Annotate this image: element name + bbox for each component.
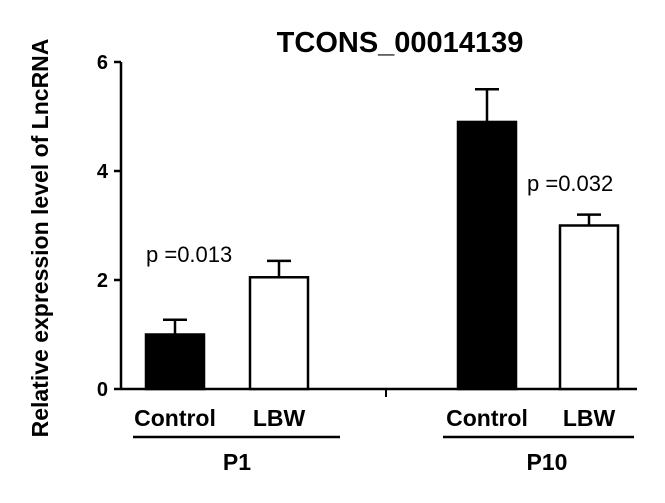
p-value-annotation: p =0.013 (146, 242, 232, 267)
y-axis-label: Relative expression level of LncRNA (27, 39, 53, 438)
y-tick-label: 2 (97, 270, 108, 292)
chart-title: TCONS_00014139 (277, 27, 524, 59)
y-ticks: 0 2 4 6 (97, 52, 121, 401)
group-label: P1 (223, 449, 251, 475)
bar-lbw-p1 (248, 276, 310, 391)
category-label: Control (446, 405, 528, 431)
bar-lbw-p10 (558, 224, 620, 391)
category-label: Control (134, 405, 216, 431)
category-label: LBW (253, 405, 306, 431)
axes (119, 62, 637, 397)
y-tick-label: 4 (97, 161, 109, 183)
category-label: LBW (563, 405, 616, 431)
bar-control-p10 (456, 120, 518, 391)
y-tick-label: 6 (97, 52, 108, 74)
bar-control-p1 (144, 333, 206, 391)
y-tick-label: 0 (97, 379, 108, 401)
group-label: P10 (527, 449, 568, 475)
bars: p =0.013 p =0.032 (144, 88, 620, 391)
p-value-annotation: p =0.032 (527, 171, 613, 196)
